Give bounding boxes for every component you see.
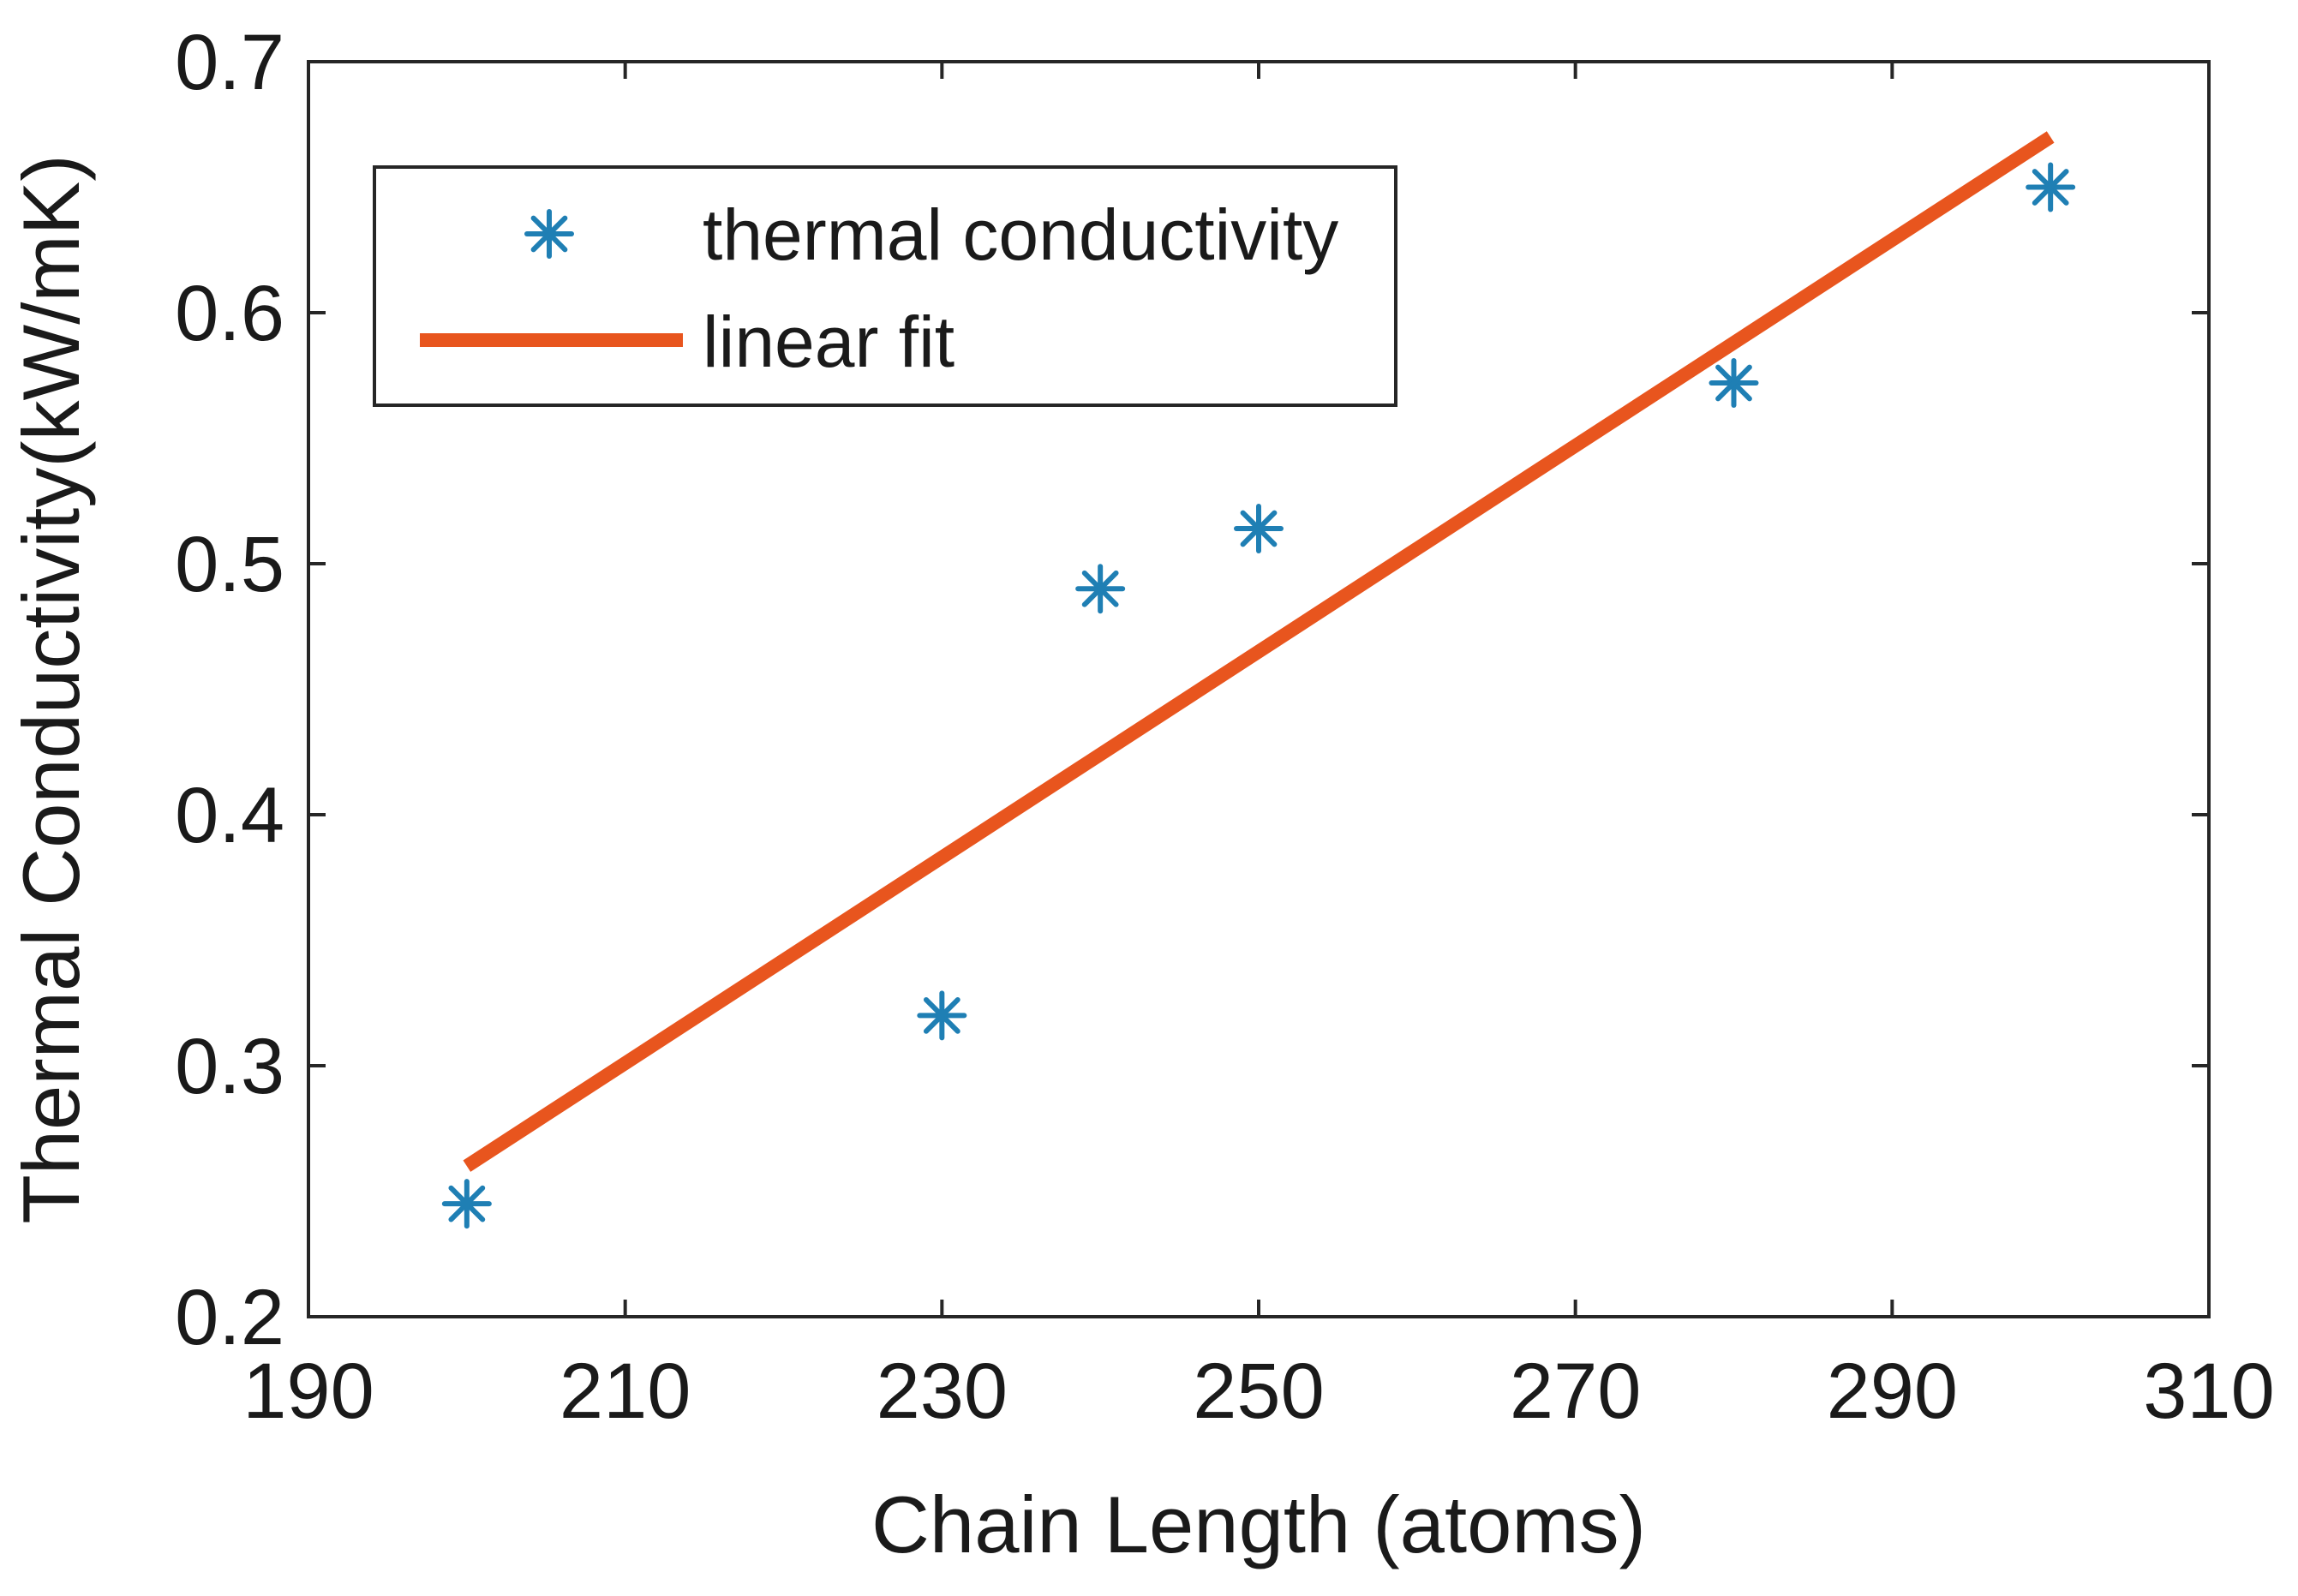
x-tick-label: 310 bbox=[2143, 1348, 2275, 1435]
data-point bbox=[917, 990, 967, 1041]
y-tick-labels: 0.2 0.3 0.4 0.5 0.6 0.7 bbox=[175, 19, 284, 1361]
x-tick-label: 250 bbox=[1193, 1348, 1325, 1435]
x-tick-label: 290 bbox=[1827, 1348, 1959, 1435]
legend-marker-thermal-conductivity bbox=[524, 209, 574, 259]
y-tick-label: 0.2 bbox=[175, 1274, 284, 1361]
data-point bbox=[441, 1179, 492, 1229]
legend-label-linear-fit: linear fit bbox=[703, 302, 955, 382]
y-tick-label: 0.6 bbox=[175, 270, 284, 357]
data-point bbox=[2026, 162, 2076, 212]
x-tick-label: 190 bbox=[242, 1348, 374, 1435]
data-point bbox=[1234, 503, 1284, 553]
legend-box bbox=[373, 165, 1397, 407]
y-tick-label: 0.3 bbox=[175, 1023, 284, 1110]
axis-ticks bbox=[307, 60, 2211, 1318]
x-axis-label: Chain Length (atoms) bbox=[871, 1479, 1646, 1569]
y-tick-label: 0.5 bbox=[175, 521, 284, 608]
x-tick-labels: 190 210 230 250 270 290 310 bbox=[242, 1348, 2275, 1435]
data-point bbox=[1075, 564, 1126, 614]
x-tick-label: 270 bbox=[1510, 1348, 1642, 1435]
legend-asterisk bbox=[524, 209, 574, 259]
legend: thermal conductivity linear fit bbox=[373, 165, 1397, 407]
data-point bbox=[1709, 358, 1759, 409]
linear-fit-line bbox=[463, 131, 2055, 1172]
y-tick-label: 0.7 bbox=[175, 19, 284, 106]
x-tick-label: 210 bbox=[560, 1348, 691, 1435]
y-tick-label: 0.4 bbox=[175, 772, 284, 859]
x-tick-label: 230 bbox=[877, 1348, 1008, 1435]
legend-label-thermal-conductivity: thermal conductivity bbox=[703, 194, 1338, 275]
series-layer bbox=[441, 131, 2076, 1229]
y-axis-label: Thermal Conductivity(kW/mK) bbox=[6, 154, 96, 1223]
